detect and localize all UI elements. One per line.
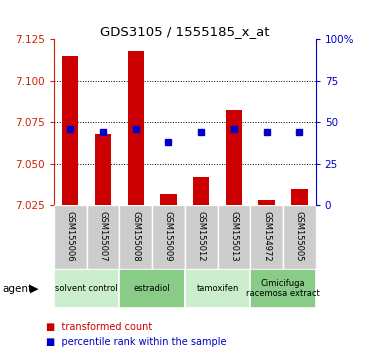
Text: GSM155009: GSM155009 — [164, 211, 173, 261]
Text: Cimicifuga
racemosa extract: Cimicifuga racemosa extract — [246, 279, 320, 298]
Bar — [250, 205, 283, 269]
Bar — [160, 194, 177, 205]
Bar — [127, 51, 144, 205]
Bar — [185, 269, 250, 308]
Bar — [226, 110, 242, 205]
Text: tamoxifen: tamoxifen — [196, 284, 239, 293]
Text: GSM155005: GSM155005 — [295, 211, 304, 261]
Bar — [54, 205, 87, 269]
Text: GSM154972: GSM154972 — [262, 211, 271, 261]
Bar — [54, 269, 119, 308]
Bar — [119, 269, 185, 308]
Text: GSM155012: GSM155012 — [197, 211, 206, 261]
Bar — [193, 177, 209, 205]
Bar — [218, 205, 250, 269]
Text: GSM155007: GSM155007 — [99, 211, 107, 261]
Bar — [119, 205, 152, 269]
Text: ▶: ▶ — [30, 284, 38, 293]
Text: ■  percentile rank within the sample: ■ percentile rank within the sample — [46, 337, 227, 347]
Bar — [258, 200, 275, 205]
Bar — [87, 205, 119, 269]
Title: GDS3105 / 1555185_x_at: GDS3105 / 1555185_x_at — [100, 25, 270, 38]
Bar — [291, 189, 308, 205]
Bar — [152, 205, 185, 269]
Bar — [283, 205, 316, 269]
Text: GSM155008: GSM155008 — [131, 211, 140, 261]
Text: estradiol: estradiol — [134, 284, 171, 293]
Text: agent: agent — [2, 284, 32, 293]
Bar — [250, 269, 316, 308]
Text: GSM155013: GSM155013 — [229, 211, 238, 261]
Bar — [62, 56, 79, 205]
Bar — [95, 134, 111, 205]
Bar — [185, 205, 218, 269]
Text: solvent control: solvent control — [55, 284, 118, 293]
Text: ■  transformed count: ■ transformed count — [46, 322, 152, 332]
Text: GSM155006: GSM155006 — [66, 211, 75, 261]
